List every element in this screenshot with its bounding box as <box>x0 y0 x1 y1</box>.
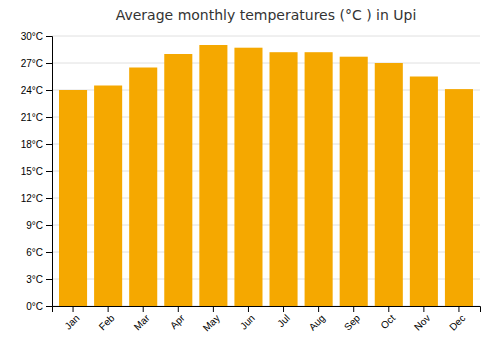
tick-label: Apr <box>168 312 187 331</box>
y-tick: 9°C <box>26 220 52 231</box>
tick-label: 27°C <box>21 58 43 69</box>
x-tick: Jul <box>275 306 292 329</box>
bar <box>94 86 122 307</box>
bar <box>270 52 298 306</box>
tick-mark <box>353 306 354 312</box>
x-axis: Jan Feb Mar Apr May Jun Jul Aug Sep Oct Nov Dec <box>53 306 481 334</box>
y-tick: 24°C <box>21 85 52 96</box>
bar <box>305 52 333 306</box>
tick-label: 0°C <box>26 301 43 312</box>
x-tick: Nov <box>412 306 432 333</box>
x-tick: Jan <box>62 306 81 332</box>
bar <box>164 54 192 306</box>
tick-label: May <box>201 312 222 333</box>
tick-label: Nov <box>412 312 432 332</box>
y-tick: 21°C <box>21 112 52 123</box>
tick-label: Jan <box>62 312 81 331</box>
tick-mark <box>46 144 52 145</box>
tick-label: Feb <box>97 312 117 332</box>
tick-mark <box>46 306 52 307</box>
plot: 0°C 3°C 6°C 9°C 12°C 15°C 18°C 21°C 24°C 27°C 30°C… <box>21 31 481 334</box>
x-tick: Oct <box>378 306 397 331</box>
tick-mark <box>46 90 52 91</box>
tick-mark <box>283 306 284 312</box>
tick-label: Mar <box>132 312 152 332</box>
tick-mark <box>423 306 424 312</box>
tick-mark <box>108 306 109 312</box>
grid-line <box>52 36 480 37</box>
x-tick: Dec <box>447 306 467 333</box>
y-tick: 12°C <box>21 193 52 204</box>
tick-label: Aug <box>307 312 327 332</box>
bar <box>59 90 87 306</box>
x-tick: Feb <box>97 306 117 332</box>
tick-mark <box>46 279 52 280</box>
bar <box>410 77 438 307</box>
tick-label: 18°C <box>21 139 43 150</box>
tick-label: Jul <box>275 312 292 329</box>
x-tick: Jun <box>238 306 257 332</box>
tick-label: 15°C <box>21 166 43 177</box>
x-tick: Apr <box>168 306 187 331</box>
x-tick: Sep <box>342 306 363 333</box>
tick-mark <box>46 36 52 37</box>
tick-label: 21°C <box>21 112 43 123</box>
tick-label: Dec <box>447 312 467 332</box>
grid-line <box>52 63 480 64</box>
y-tick: 15°C <box>21 166 52 177</box>
tick-label: 6°C <box>26 247 43 258</box>
tick-label: Jun <box>238 312 257 331</box>
tick-label: 12°C <box>21 193 43 204</box>
y-tick: 0°C <box>26 301 52 312</box>
tick-mark <box>46 225 52 226</box>
bar <box>199 45 227 306</box>
x-tick: Mar <box>132 306 152 332</box>
grid <box>52 36 480 306</box>
title: Average monthly temperatures (°C ) in Up… <box>116 7 417 23</box>
x-tick: Aug <box>307 306 327 333</box>
bar <box>375 63 403 306</box>
tick-mark <box>46 252 52 253</box>
bars <box>59 45 473 306</box>
x-tick: May <box>201 306 222 334</box>
bar <box>445 89 473 306</box>
y-tick: 30°C <box>21 31 52 42</box>
tick-label: 9°C <box>26 220 43 231</box>
y-tick: 27°C <box>21 58 52 69</box>
tick-mark <box>143 306 144 312</box>
y-tick: 18°C <box>21 139 52 150</box>
axis-line <box>46 37 53 307</box>
axis-line <box>53 307 481 313</box>
tick-label: Oct <box>378 312 397 331</box>
tick-mark <box>248 306 249 312</box>
y-tick: 3°C <box>26 274 52 285</box>
tick-label: 24°C <box>21 85 43 96</box>
tick-mark <box>73 306 74 312</box>
tick-mark <box>318 306 319 312</box>
bar <box>234 48 262 306</box>
bar <box>340 57 368 306</box>
tick-mark <box>458 306 459 312</box>
tick-mark <box>46 63 52 64</box>
tick-mark <box>388 306 389 312</box>
tick-label: Sep <box>342 312 363 333</box>
tick-mark <box>46 198 52 199</box>
y-axis: 0°C 3°C 6°C 9°C 12°C 15°C 18°C 21°C 24°C 27°C 30°C <box>21 31 53 312</box>
tick-label: 30°C <box>21 31 43 42</box>
tick-mark <box>46 171 52 172</box>
tick-label: 3°C <box>26 274 43 285</box>
bar <box>129 68 157 307</box>
tick-mark <box>46 117 52 118</box>
tick-mark <box>178 306 179 312</box>
chart: 0°C 3°C 6°C 9°C 12°C 15°C 18°C 21°C 24°C 27°C 30°C… <box>0 0 500 350</box>
tick-mark <box>213 306 214 312</box>
y-tick: 6°C <box>26 247 52 258</box>
